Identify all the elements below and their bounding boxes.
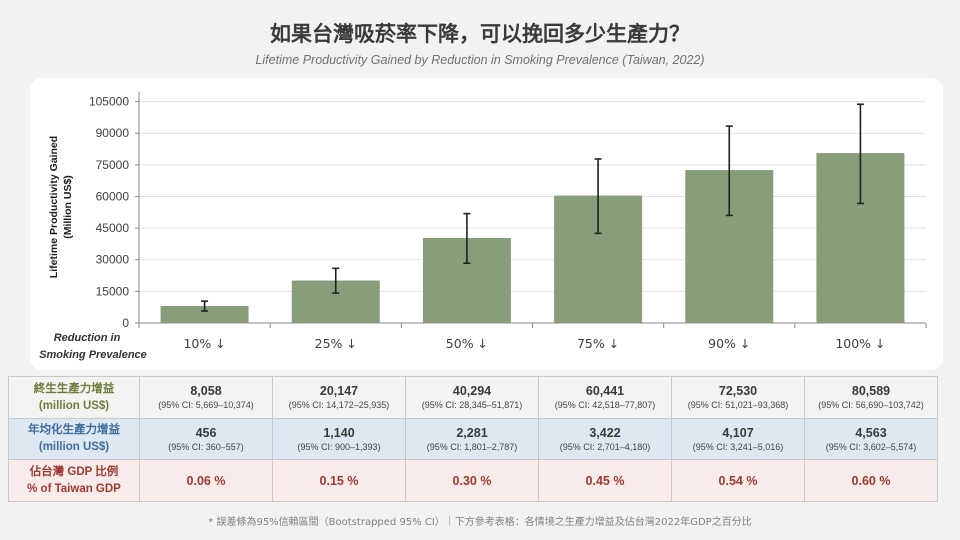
cell-value: 72,530 — [718, 384, 758, 398]
table-cell: 2,281 (95% CI: 1,801–2,787) — [405, 418, 539, 460]
x-tick-label: 10% ↓ — [183, 336, 225, 351]
y-tick-label: 30000 — [96, 253, 130, 267]
x-tick-label: 100% ↓ — [835, 336, 885, 351]
table-row-annual: 年均化生產力增益 (million US$) 456 (95% CI: 360–5… — [8, 418, 938, 460]
cell-value: 20,147 — [319, 384, 359, 398]
table-cell: 3,422 (95% CI: 2,701–4,180) — [538, 418, 672, 460]
row-header-gdp-zh: 佔台灣 GDP 比例 — [29, 465, 119, 478]
gdp-share-value: 0.06 % — [186, 473, 226, 488]
cell-ci: (95% CI: 3,602–5,574) — [825, 441, 917, 452]
cell-value: 3,422 — [589, 425, 621, 440]
row-header-lifetime-zh: 終生生產力增益 — [33, 382, 115, 395]
row-header-annual-zh: 年均化生產力增益 — [28, 424, 120, 436]
cell-value: 1,140 — [323, 425, 355, 440]
x-tick-label: 25% ↓ — [315, 336, 357, 351]
gdp-share-value: 0.45 % — [585, 473, 625, 488]
table-cell: 4,107 (95% CI: 3,241–5,016) — [671, 418, 805, 460]
x-axis-title: Smoking Prevalence — [39, 349, 147, 361]
cell-value: 40,294 — [452, 384, 492, 398]
row-header-lifetime: 終生生產力增益 (million US$) — [8, 376, 140, 419]
cell-value: 4,107 — [722, 425, 754, 440]
table-row-gdp: 佔台灣 GDP 比例 % of Taiwan GDP 0.06 % 0.15 %… — [8, 459, 938, 502]
chart-card: 0 15000 30000 45000 60000 75000 90000 105000 10%… — [30, 78, 943, 370]
cell-ci: (95% CI: 28,345–51,871) — [421, 400, 523, 410]
table-cell: 20,147 (95% CI: 14,172–25,935) — [272, 376, 406, 419]
row-header-gdp-en: % of Taiwan GDP — [27, 482, 121, 495]
cell-ci: (95% CI: 14,172–25,935) — [288, 400, 390, 410]
cell-value: 8,058 — [190, 384, 222, 398]
cell-ci: (95% CI: 900–1,393) — [297, 441, 381, 452]
gdp-share-value: 0.15 % — [319, 473, 359, 488]
table-cell: 456 (95% CI: 360–557) — [139, 418, 273, 460]
cell-ci: (95% CI: 2,701–4,180) — [559, 441, 651, 452]
cell-value: 60,441 — [585, 384, 625, 398]
row-header-gdp: 佔台灣 GDP 比例 % of Taiwan GDP — [8, 459, 140, 502]
x-tick-label: 75% ↓ — [577, 336, 619, 351]
table-cell: 4,563 (95% CI: 3,602–5,574) — [804, 418, 938, 460]
cell-ci: (95% CI: 3,241–5,016) — [692, 441, 784, 452]
y-tick-label: 15000 — [96, 284, 130, 298]
bar-chart: 0 15000 30000 45000 60000 75000 90000 105000 10%… — [39, 91, 927, 361]
table-cell: 0.06 % — [139, 459, 273, 502]
page-title: 如果台灣吸菸率下降，可以挽回多少生產力？ — [270, 22, 690, 46]
page-subtitle: Lifetime Productivity Gained by Reductio… — [255, 53, 705, 67]
row-header-lifetime-en: (million US$) — [38, 399, 110, 412]
table-cell: 0.15 % — [272, 459, 406, 502]
table-cell: 1,140 (95% CI: 900–1,393) — [272, 418, 406, 460]
y-tick-label: 75000 — [96, 158, 130, 172]
x-tick-label: 50% ↓ — [446, 336, 488, 351]
table-cell: 0.30 % — [405, 459, 539, 502]
x-tick-label: 90% ↓ — [708, 336, 750, 351]
x-axis-title: Reduction in — [54, 332, 121, 344]
table-cell: 0.54 % — [671, 459, 805, 502]
table-cell: 0.60 % — [804, 459, 938, 502]
table-cell: 8,058 (95% CI: 5,669–10,374) — [139, 376, 273, 419]
gdp-share-value: 0.54 % — [718, 473, 758, 488]
table-row-lifetime: 終生生產力增益 (million US$) 8,058 (95% CI: 5,66… — [8, 376, 938, 419]
summary-table: 終生生產力增益 (million US$) 8,058 (95% CI: 5,66… — [8, 376, 938, 502]
y-tick-label: 60000 — [96, 189, 130, 203]
y-tick-label: 45000 — [96, 221, 130, 235]
cell-value: 2,281 — [456, 425, 488, 440]
gdp-share-value: 0.30 % — [452, 473, 492, 488]
y-tick-label: 105000 — [89, 95, 129, 109]
table-cell: 40,294 (95% CI: 28,345–51,871) — [405, 376, 539, 419]
cell-ci: (95% CI: 360–557) — [168, 441, 244, 452]
cell-value: 456 — [195, 425, 217, 440]
cell-ci: (95% CI: 1,801–2,787) — [426, 441, 518, 452]
table-cell: 72,530 (95% CI: 51,021–93,368) — [671, 376, 805, 419]
table-cell: 0.45 % — [538, 459, 672, 502]
cell-ci: (95% CI: 42,518–77,807) — [554, 400, 656, 410]
cell-ci: (95% CI: 5,669–10,374) — [158, 400, 254, 410]
y-axis-title: (Million US$) — [62, 175, 74, 239]
cell-value: 4,563 — [855, 425, 887, 440]
y-axis-title: Lifetime Productivity Gained — [48, 136, 60, 278]
y-tick-label: 0 — [122, 316, 129, 330]
y-tick-label: 90000 — [96, 126, 130, 140]
table-cell: 80,589 (95% CI: 56,690–103,742) — [804, 376, 938, 419]
gdp-share-value: 0.60 % — [851, 473, 891, 488]
table-cell: 60,441 (95% CI: 42,518–77,807) — [538, 376, 672, 419]
bar — [160, 306, 249, 323]
cell-ci: (95% CI: 56,690–103,742) — [818, 400, 924, 410]
cell-value: 80,589 — [851, 384, 891, 398]
footnote: * 誤差條為95%信賴區間（Bootstrapped 95% CI）｜下方參考表… — [208, 517, 752, 528]
row-header-annual: 年均化生產力增益 (million US$) — [8, 418, 140, 460]
row-header-annual-en: (million US$) — [38, 441, 110, 453]
cell-ci: (95% CI: 51,021–93,368) — [687, 400, 789, 410]
